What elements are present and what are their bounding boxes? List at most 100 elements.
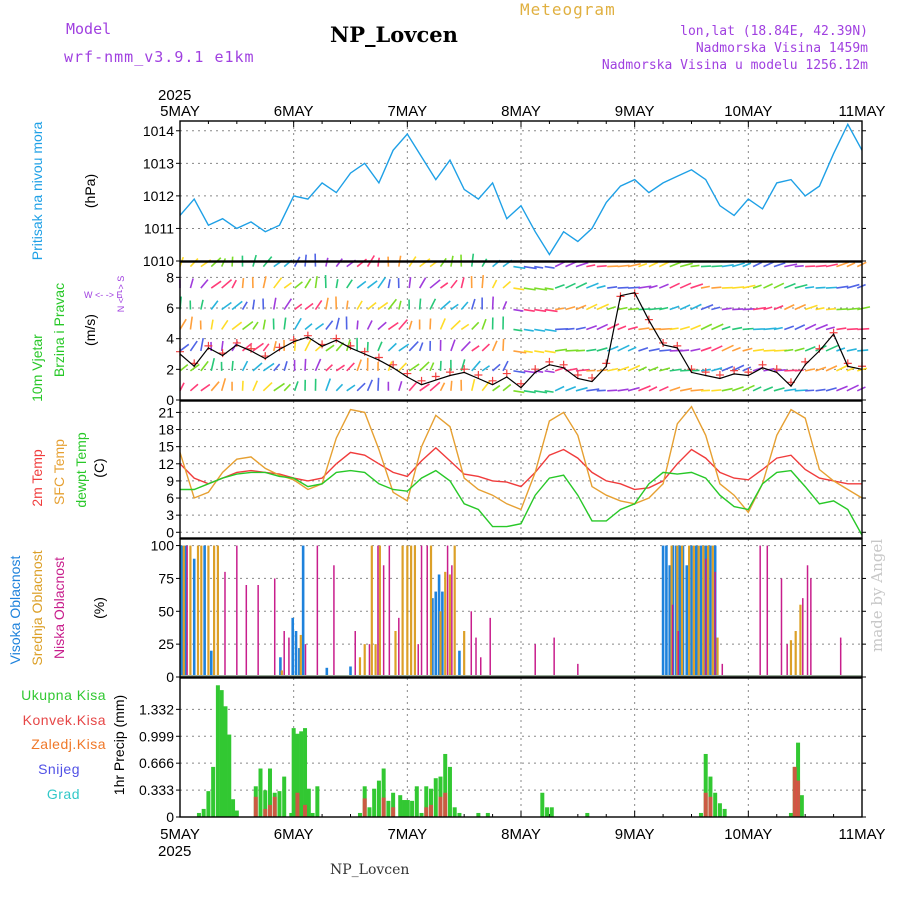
wind-arrow — [377, 377, 380, 391]
precip-total-bar — [289, 812, 294, 817]
precip-total-bar — [291, 728, 296, 817]
wind-arrow — [419, 361, 430, 372]
wind-arrow — [815, 388, 826, 392]
wind-arrow — [356, 300, 363, 310]
cloud-mid-bar — [692, 545, 695, 677]
wind-arrow — [658, 385, 669, 392]
wind-arrow — [700, 285, 710, 289]
wind-arrow — [805, 389, 815, 392]
wind-arrow — [638, 285, 652, 289]
wind-arrow — [784, 263, 798, 268]
cloud-side-label-1: Visoka Oblacnost — [7, 556, 23, 665]
precip-conv-bar — [295, 792, 300, 817]
wind-arrow — [732, 262, 745, 268]
wind-arrow — [669, 368, 682, 372]
wind-arrow — [544, 350, 556, 354]
wind-arrow — [575, 261, 589, 268]
wind-arrow — [805, 265, 816, 268]
wind-arrow — [242, 342, 253, 352]
precip-total-bar — [799, 795, 804, 817]
wind-arrow — [815, 307, 825, 311]
wind-arrow — [523, 287, 536, 291]
wind-arrow — [481, 258, 488, 267]
wind-arrow — [189, 383, 199, 392]
wind-arrow — [450, 380, 453, 391]
wind-arrow — [200, 279, 209, 289]
wind-arrow — [669, 261, 682, 268]
wind-arrow — [283, 383, 291, 392]
cloud-high-bar — [279, 657, 282, 677]
wind-arrow — [534, 265, 544, 269]
precip-total-bar — [310, 812, 315, 817]
wind-arrow — [346, 384, 356, 392]
wind-arrow — [606, 323, 620, 331]
wind-arrow — [387, 279, 391, 289]
precip-conv-bar — [303, 804, 308, 817]
y-tick-label: 1010 — [143, 253, 174, 269]
wind-arrow — [638, 327, 650, 331]
precip-conv-bar — [381, 797, 386, 817]
wind-arrow — [398, 362, 408, 372]
cloud-low-bar — [553, 637, 555, 677]
wind-arrow — [804, 346, 816, 352]
wind-arrow — [491, 340, 498, 352]
cloud-low-bar — [224, 571, 226, 677]
wind-arrow — [742, 366, 752, 372]
wind-arrow — [252, 342, 264, 352]
cloud-high-bar — [298, 648, 301, 677]
wind-arrow — [273, 363, 281, 372]
cloud-mid-bar — [444, 571, 447, 677]
precip-total-bar — [796, 742, 801, 817]
wind-arrow — [825, 307, 837, 311]
wind-arrow — [335, 279, 339, 289]
cloud-mid-bar — [374, 644, 377, 677]
precip-total-bar — [698, 812, 703, 817]
wind-arrow — [565, 282, 576, 289]
model-name: wrf-nmm_v3.9.1 e1km — [64, 48, 255, 66]
wind-arrow — [314, 322, 325, 331]
wind-arrow — [283, 282, 292, 289]
cloud-low-bar — [304, 644, 307, 677]
wind-arrow — [429, 279, 441, 289]
wind-arrow — [648, 348, 660, 352]
wind-arrow — [210, 280, 222, 289]
precip-total-bar — [315, 786, 320, 817]
cloud-high-bar — [203, 545, 206, 677]
cloud-mid-bar — [410, 545, 413, 677]
wind-arrow — [648, 307, 662, 311]
cloud-mid-bar — [676, 545, 679, 677]
time-label-top: 10MAY — [724, 103, 772, 120]
wind-arrow — [711, 345, 723, 352]
precip-total-bar — [299, 731, 304, 817]
wind-arrow — [460, 340, 471, 352]
panel-frame — [179, 261, 863, 401]
cloud-mid-bar — [358, 657, 362, 677]
wind-gust-marker — [715, 371, 724, 380]
y-tick-label: 50 — [158, 603, 174, 619]
wind-arrow — [544, 390, 554, 393]
precip-total-bar — [429, 788, 434, 817]
wind-arrow — [534, 350, 545, 354]
wind-arrow — [586, 264, 596, 268]
wind-arrow — [231, 321, 243, 331]
wind-arrow — [596, 303, 609, 311]
wind-arrow — [679, 387, 693, 392]
cloud-high-bar — [301, 545, 305, 677]
precip-total-bar — [722, 808, 727, 817]
cloud-low-bar — [288, 637, 290, 677]
wind-arrow — [554, 385, 565, 392]
y-tick-label: 6 — [166, 300, 174, 316]
wind-arrow — [846, 283, 860, 289]
precip-total-bar — [549, 807, 554, 817]
wind-arrow — [294, 303, 303, 311]
wind-arrow — [846, 307, 859, 311]
wind-arrow — [418, 342, 424, 352]
wind-arrow — [783, 304, 795, 311]
model-label: Model — [66, 20, 112, 38]
cloud-low-bar — [368, 644, 371, 677]
wind-arrow — [742, 347, 753, 352]
cloud-high-bar — [434, 591, 438, 677]
wind-arrow — [408, 341, 419, 352]
precip-total-bar — [545, 807, 550, 817]
wind-arrow — [367, 280, 378, 289]
